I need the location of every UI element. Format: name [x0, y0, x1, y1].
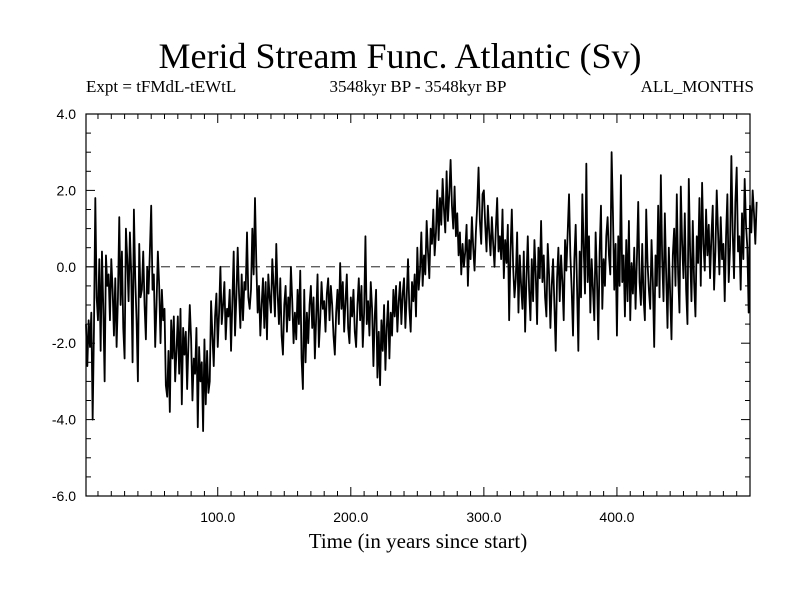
months-label: ALL_MONTHS: [640, 77, 754, 96]
chart-title: Merid Stream Func. Atlantic (Sv): [158, 36, 642, 76]
y-tick-label: -2.0: [52, 335, 76, 351]
y-tick-label: -4.0: [52, 412, 76, 428]
x-tick-label: 400.0: [599, 509, 634, 525]
x-tick-label: 300.0: [466, 509, 501, 525]
y-tick-label: 4.0: [57, 106, 77, 122]
y-tick-label: 0.0: [57, 259, 77, 275]
experiment-label: Expt = tFMdL-tEWtL: [86, 77, 237, 96]
series-line-0: [85, 151, 758, 432]
x-axis-label: Time (in years since start): [309, 529, 528, 553]
period-label: 3548kyr BP - 3548kyr BP: [329, 77, 507, 96]
x-tick-label: 200.0: [333, 509, 368, 525]
y-tick-label: -6.0: [52, 488, 76, 504]
y-tick-label: 2.0: [57, 182, 77, 198]
x-tick-label: 100.0: [200, 509, 235, 525]
